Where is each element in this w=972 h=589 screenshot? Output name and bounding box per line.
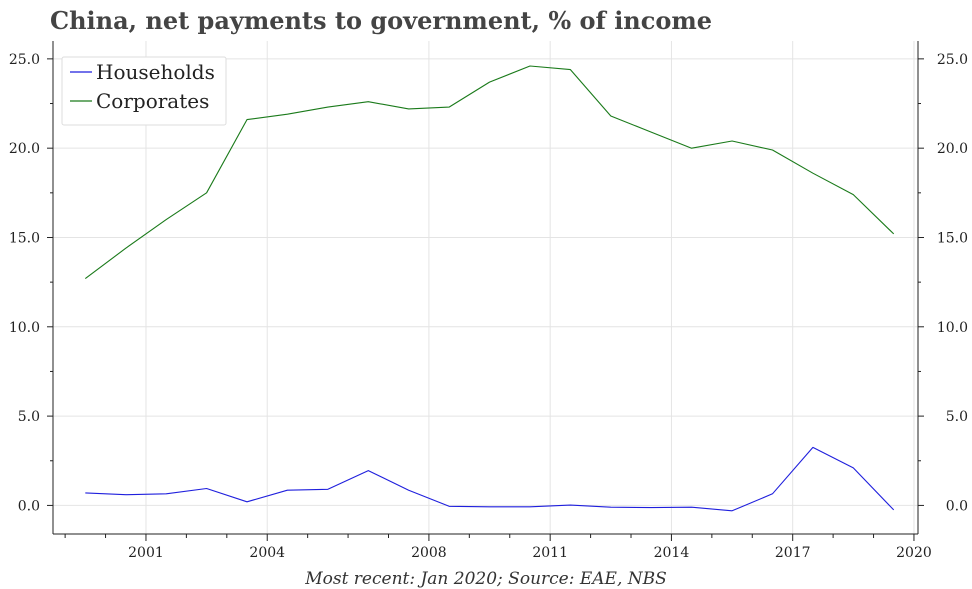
series-lines	[84, 65, 895, 512]
y-tick-label-left: 5.0	[18, 409, 40, 425]
x-tick-label: 2014	[654, 545, 690, 561]
y-tick-label-right: 5.0	[946, 409, 968, 425]
x-tick-label: 2017	[775, 545, 811, 561]
x-tick-label: 2020	[896, 545, 932, 561]
chart-axes: 2001 2004 2008 2011 2014 2017 2020 0.0 0.0 5.0 5.0…	[9, 41, 968, 561]
legend-label-households: Households	[96, 60, 215, 84]
legend-label-corporates: Corporates	[96, 89, 209, 113]
series-line-households	[85, 446, 895, 512]
legend: Households Corporates	[61, 56, 227, 126]
y-tick-label-left: 20.0	[9, 141, 40, 157]
y-tick-label-left: 10.0	[9, 320, 40, 336]
x-tick-label: 2008	[411, 545, 447, 561]
y-tick-label-left: 0.0	[18, 498, 40, 514]
y-tick-label-right: 25.0	[937, 52, 968, 68]
y-tick-label-left: 25.0	[9, 52, 40, 68]
y-tick-label-left: 15.0	[9, 230, 40, 246]
series-line-corporates	[84, 65, 895, 280]
chart-title: China, net payments to government, % of …	[50, 6, 713, 35]
y-tick-label-right: 10.0	[937, 320, 968, 336]
source-caption: Most recent: Jan 2020; Source: EAE, NBS	[304, 569, 667, 589]
x-tick-label: 2004	[249, 545, 285, 561]
y-tick-label-right: 20.0	[937, 141, 968, 157]
grid-lines	[53, 41, 918, 534]
y-tick-label-right: 15.0	[937, 230, 968, 246]
legend-box	[61, 56, 227, 126]
y-tick-label-right: 0.0	[946, 498, 968, 514]
x-tick-label: 2001	[128, 545, 164, 561]
x-tick-label: 2011	[532, 545, 568, 561]
